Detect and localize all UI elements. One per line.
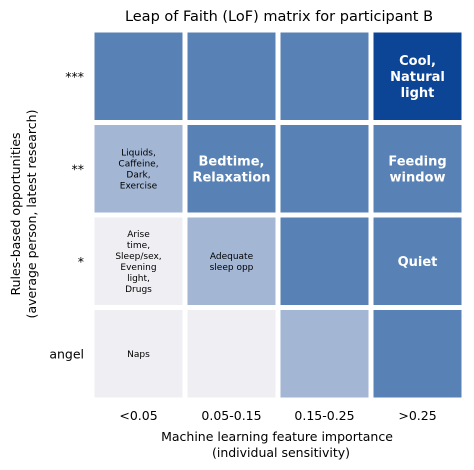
heatmap-cell xyxy=(280,310,369,398)
heatmap-cell xyxy=(94,32,183,120)
x-axis-label-line2: (individual sensitivity) xyxy=(212,445,350,460)
heatmap-cell xyxy=(373,310,462,398)
heatmap-cell xyxy=(280,32,369,120)
heatmap-cell xyxy=(280,217,369,305)
chart-title: Leap of Faith (LoF) matrix for participa… xyxy=(125,9,433,25)
x-tick-label: 0.05-0.15 xyxy=(201,408,261,423)
y-tick-label: angel xyxy=(49,346,84,361)
y-tick-label: *** xyxy=(65,69,84,84)
y-axis-label-line1: Rules-based opportunities xyxy=(8,132,23,295)
cell-annotation: Cool, Natural light xyxy=(390,54,445,101)
heatmap-cell xyxy=(187,310,276,398)
cell-annotation: Arise time, Sleep/sex, Evening light, Drugs xyxy=(115,230,161,295)
cell-annotations: Cool, Natural light Liquids, Caffeine, Dark, E… xyxy=(115,54,446,360)
heatmap-cell xyxy=(280,125,369,213)
x-axis-label-line1: Machine learning feature importance xyxy=(161,429,393,444)
cell-annotation: Quiet xyxy=(398,255,438,270)
y-tick-label: ** xyxy=(72,161,85,176)
heatmap-cells xyxy=(94,32,462,398)
y-tick-labels: ******angel xyxy=(49,69,84,362)
cell-annotation: Feeding window xyxy=(388,154,446,185)
cell-annotation: Liquids, Caffeine, Dark, Exercise xyxy=(118,148,158,191)
y-axis-label-group: Rules-based opportunities (average perso… xyxy=(8,110,39,319)
y-axis-label-line2: (average person, latest research) xyxy=(24,110,39,319)
heatmap-cell xyxy=(373,32,462,120)
heatmap-cell xyxy=(187,125,276,213)
cell-annotation: Naps xyxy=(127,350,150,360)
x-tick-labels: <0.05 0.05-0.15 0.15-0.25 >0.25 xyxy=(119,408,436,423)
heatmap-cell xyxy=(187,32,276,120)
heatmap-cell xyxy=(94,125,183,213)
heatmap-cell xyxy=(187,217,276,305)
heatmap-cell xyxy=(94,217,183,305)
x-tick-label: >0.25 xyxy=(398,408,436,423)
x-tick-label: 0.15-0.25 xyxy=(294,408,354,423)
heatmap-cell xyxy=(373,125,462,213)
heatmap-cell xyxy=(373,217,462,305)
heatmap-cell xyxy=(94,310,183,398)
x-tick-label: <0.05 xyxy=(119,408,157,423)
cell-annotation: Adequate sleep opp xyxy=(210,252,254,273)
y-tick-label: * xyxy=(78,254,84,269)
cell-annotation: Bedtime, Relaxation xyxy=(192,154,270,185)
